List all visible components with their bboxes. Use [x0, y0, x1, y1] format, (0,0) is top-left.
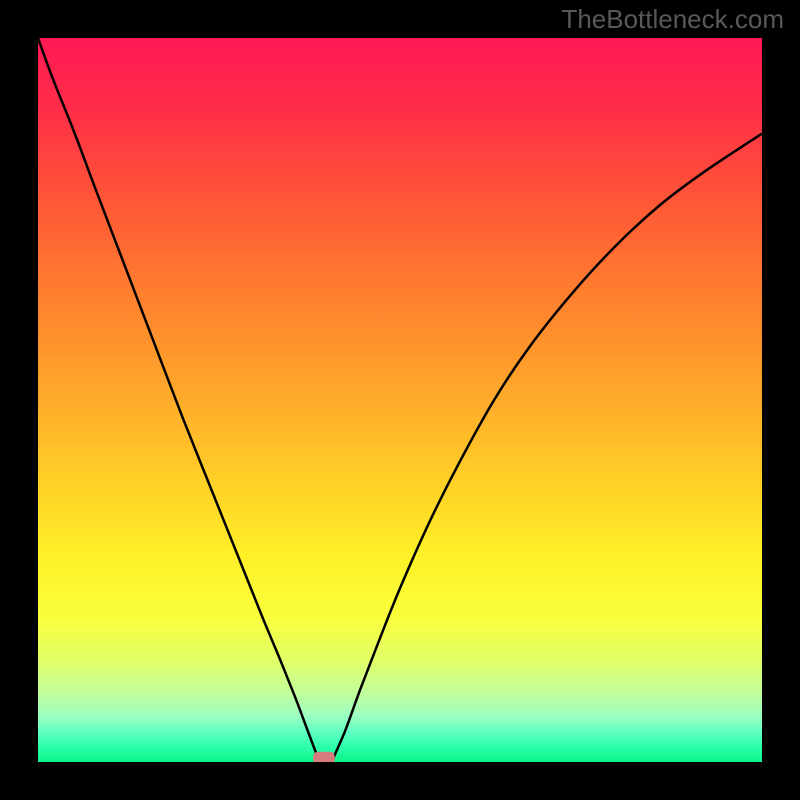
bottleneck-chart — [0, 0, 800, 800]
gradient-background — [38, 38, 762, 762]
watermark-text: TheBottleneck.com — [561, 4, 784, 35]
minimum-marker — [313, 752, 335, 764]
chart-container: TheBottleneck.com — [0, 0, 800, 800]
